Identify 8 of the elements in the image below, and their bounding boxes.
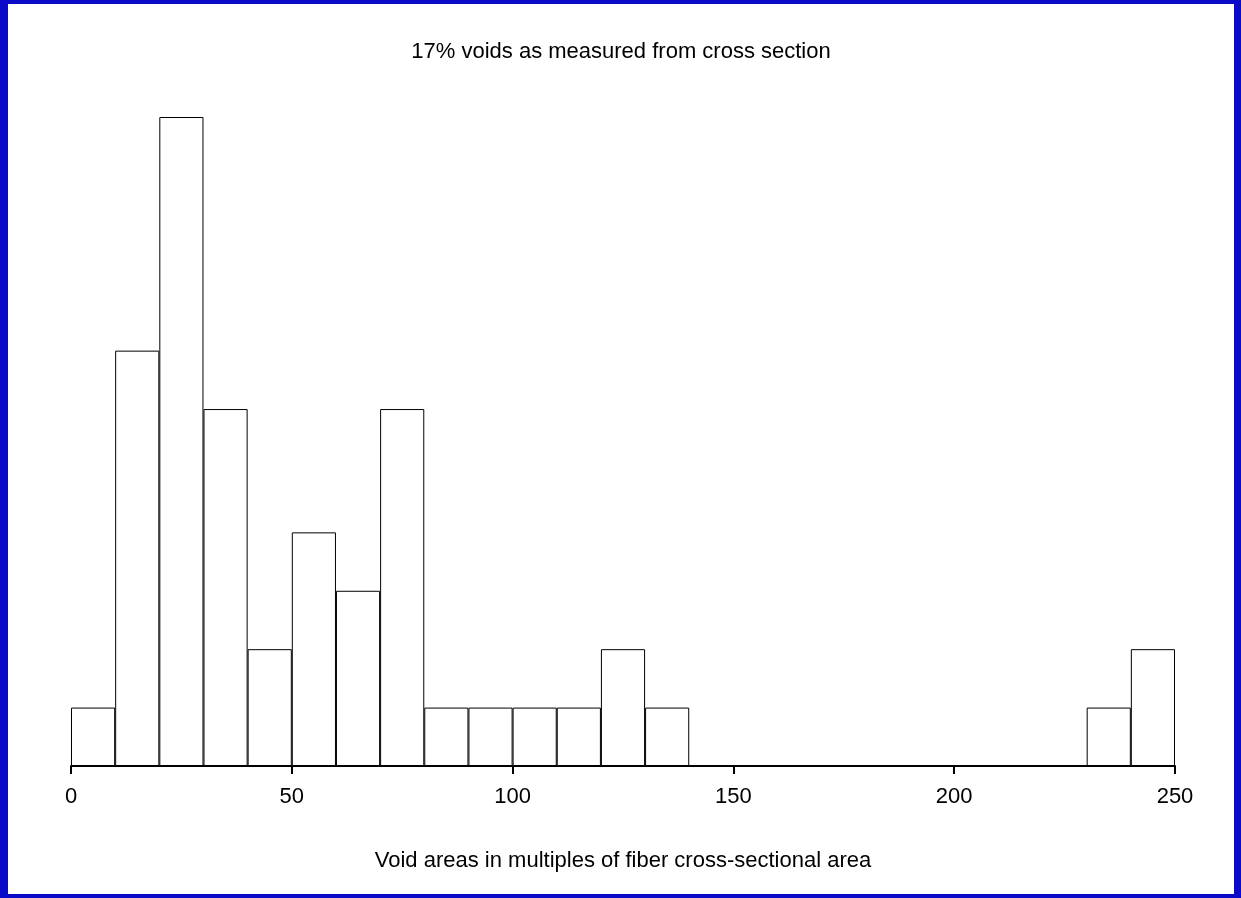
chart-title: 17% voids as measured from cross section <box>411 37 831 63</box>
x-tick-label: 250 <box>1156 782 1194 808</box>
x-tick-label: 150 <box>715 782 752 808</box>
x-tick-label: 200 <box>935 782 973 808</box>
x-tick-label: 50 <box>279 782 305 808</box>
x-tick-label: 0 <box>64 782 78 808</box>
x-tick-label: 100 <box>494 782 531 808</box>
x-axis-title: Void areas in multiples of fiber cross-sectional area <box>374 846 872 872</box>
